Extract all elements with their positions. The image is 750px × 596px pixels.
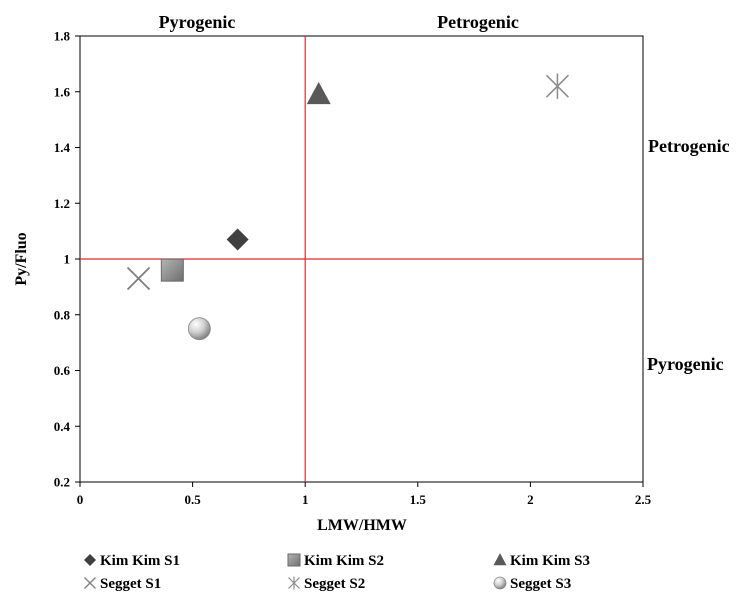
y-tick-label: 1 xyxy=(64,252,71,267)
legend-label: Segget S3 xyxy=(510,576,571,592)
legend-item: Segget S2 xyxy=(288,576,365,592)
legend-label: Kim Kim S3 xyxy=(510,553,590,569)
x-tick-label: 1.5 xyxy=(410,492,427,507)
legend-marker xyxy=(288,576,300,590)
region-label-right-upper: Petrogenic xyxy=(648,136,730,156)
legend-item: Kim Kim S3 xyxy=(493,553,590,569)
x-tick-label: 2 xyxy=(527,492,534,507)
legend-marker xyxy=(493,576,507,590)
legend-label: Segget S1 xyxy=(100,576,161,592)
data-point xyxy=(545,73,569,99)
y-tick-label: 1.8 xyxy=(54,29,71,44)
data-point xyxy=(187,317,211,341)
x-axis-title: LMW/HMW xyxy=(317,517,407,534)
x-tick-label: 0 xyxy=(77,492,84,507)
x-tick-label: 0.5 xyxy=(184,492,201,507)
y-axis-title: Py/Fluo xyxy=(13,232,30,285)
y-axis-ticks: 0.2 0.4 0.6 0.8 1 1.2 1.4 1.6 1.8 xyxy=(54,29,80,490)
legend-item: Kim Kim S2 xyxy=(287,553,384,569)
x-axis-ticks: 0 0.5 1 1.5 2 2.5 xyxy=(77,482,652,507)
x-tick-label: 2.5 xyxy=(635,492,652,507)
legend-label: Kim Kim S2 xyxy=(304,553,384,569)
x-tick-label: 1 xyxy=(302,492,309,507)
y-tick-label: 1.2 xyxy=(54,196,70,211)
legend-marker xyxy=(287,553,301,567)
y-tick-label: 0.2 xyxy=(54,475,70,490)
legend-marker xyxy=(493,553,507,566)
data-point xyxy=(160,258,184,282)
data-point xyxy=(306,81,331,105)
region-label-top-right: Petrogenic xyxy=(437,12,519,32)
y-tick-label: 0.8 xyxy=(54,307,71,322)
legend-marker xyxy=(84,577,96,589)
region-label-top-left: Pyrogenic xyxy=(159,12,236,32)
legend-label: Kim Kim S1 xyxy=(100,553,180,569)
legend-label: Segget S2 xyxy=(304,576,365,592)
y-tick-label: 0.4 xyxy=(54,419,71,434)
data-point xyxy=(226,228,249,251)
y-tick-label: 0.6 xyxy=(54,363,71,378)
legend: Kim Kim S1 Kim Kim S2 Kim Kim S3 Segget S1 S… xyxy=(84,553,590,592)
legend-marker xyxy=(84,554,96,566)
data-point xyxy=(126,266,151,291)
y-tick-label: 1.6 xyxy=(54,84,71,99)
data-points xyxy=(126,73,569,341)
legend-item: Kim Kim S1 xyxy=(84,553,180,569)
legend-item: Segget S1 xyxy=(84,576,161,592)
region-label-right-lower: Pyrogenic xyxy=(647,354,724,374)
legend-item: Segget S3 xyxy=(493,576,571,592)
y-tick-label: 1.4 xyxy=(54,140,71,155)
